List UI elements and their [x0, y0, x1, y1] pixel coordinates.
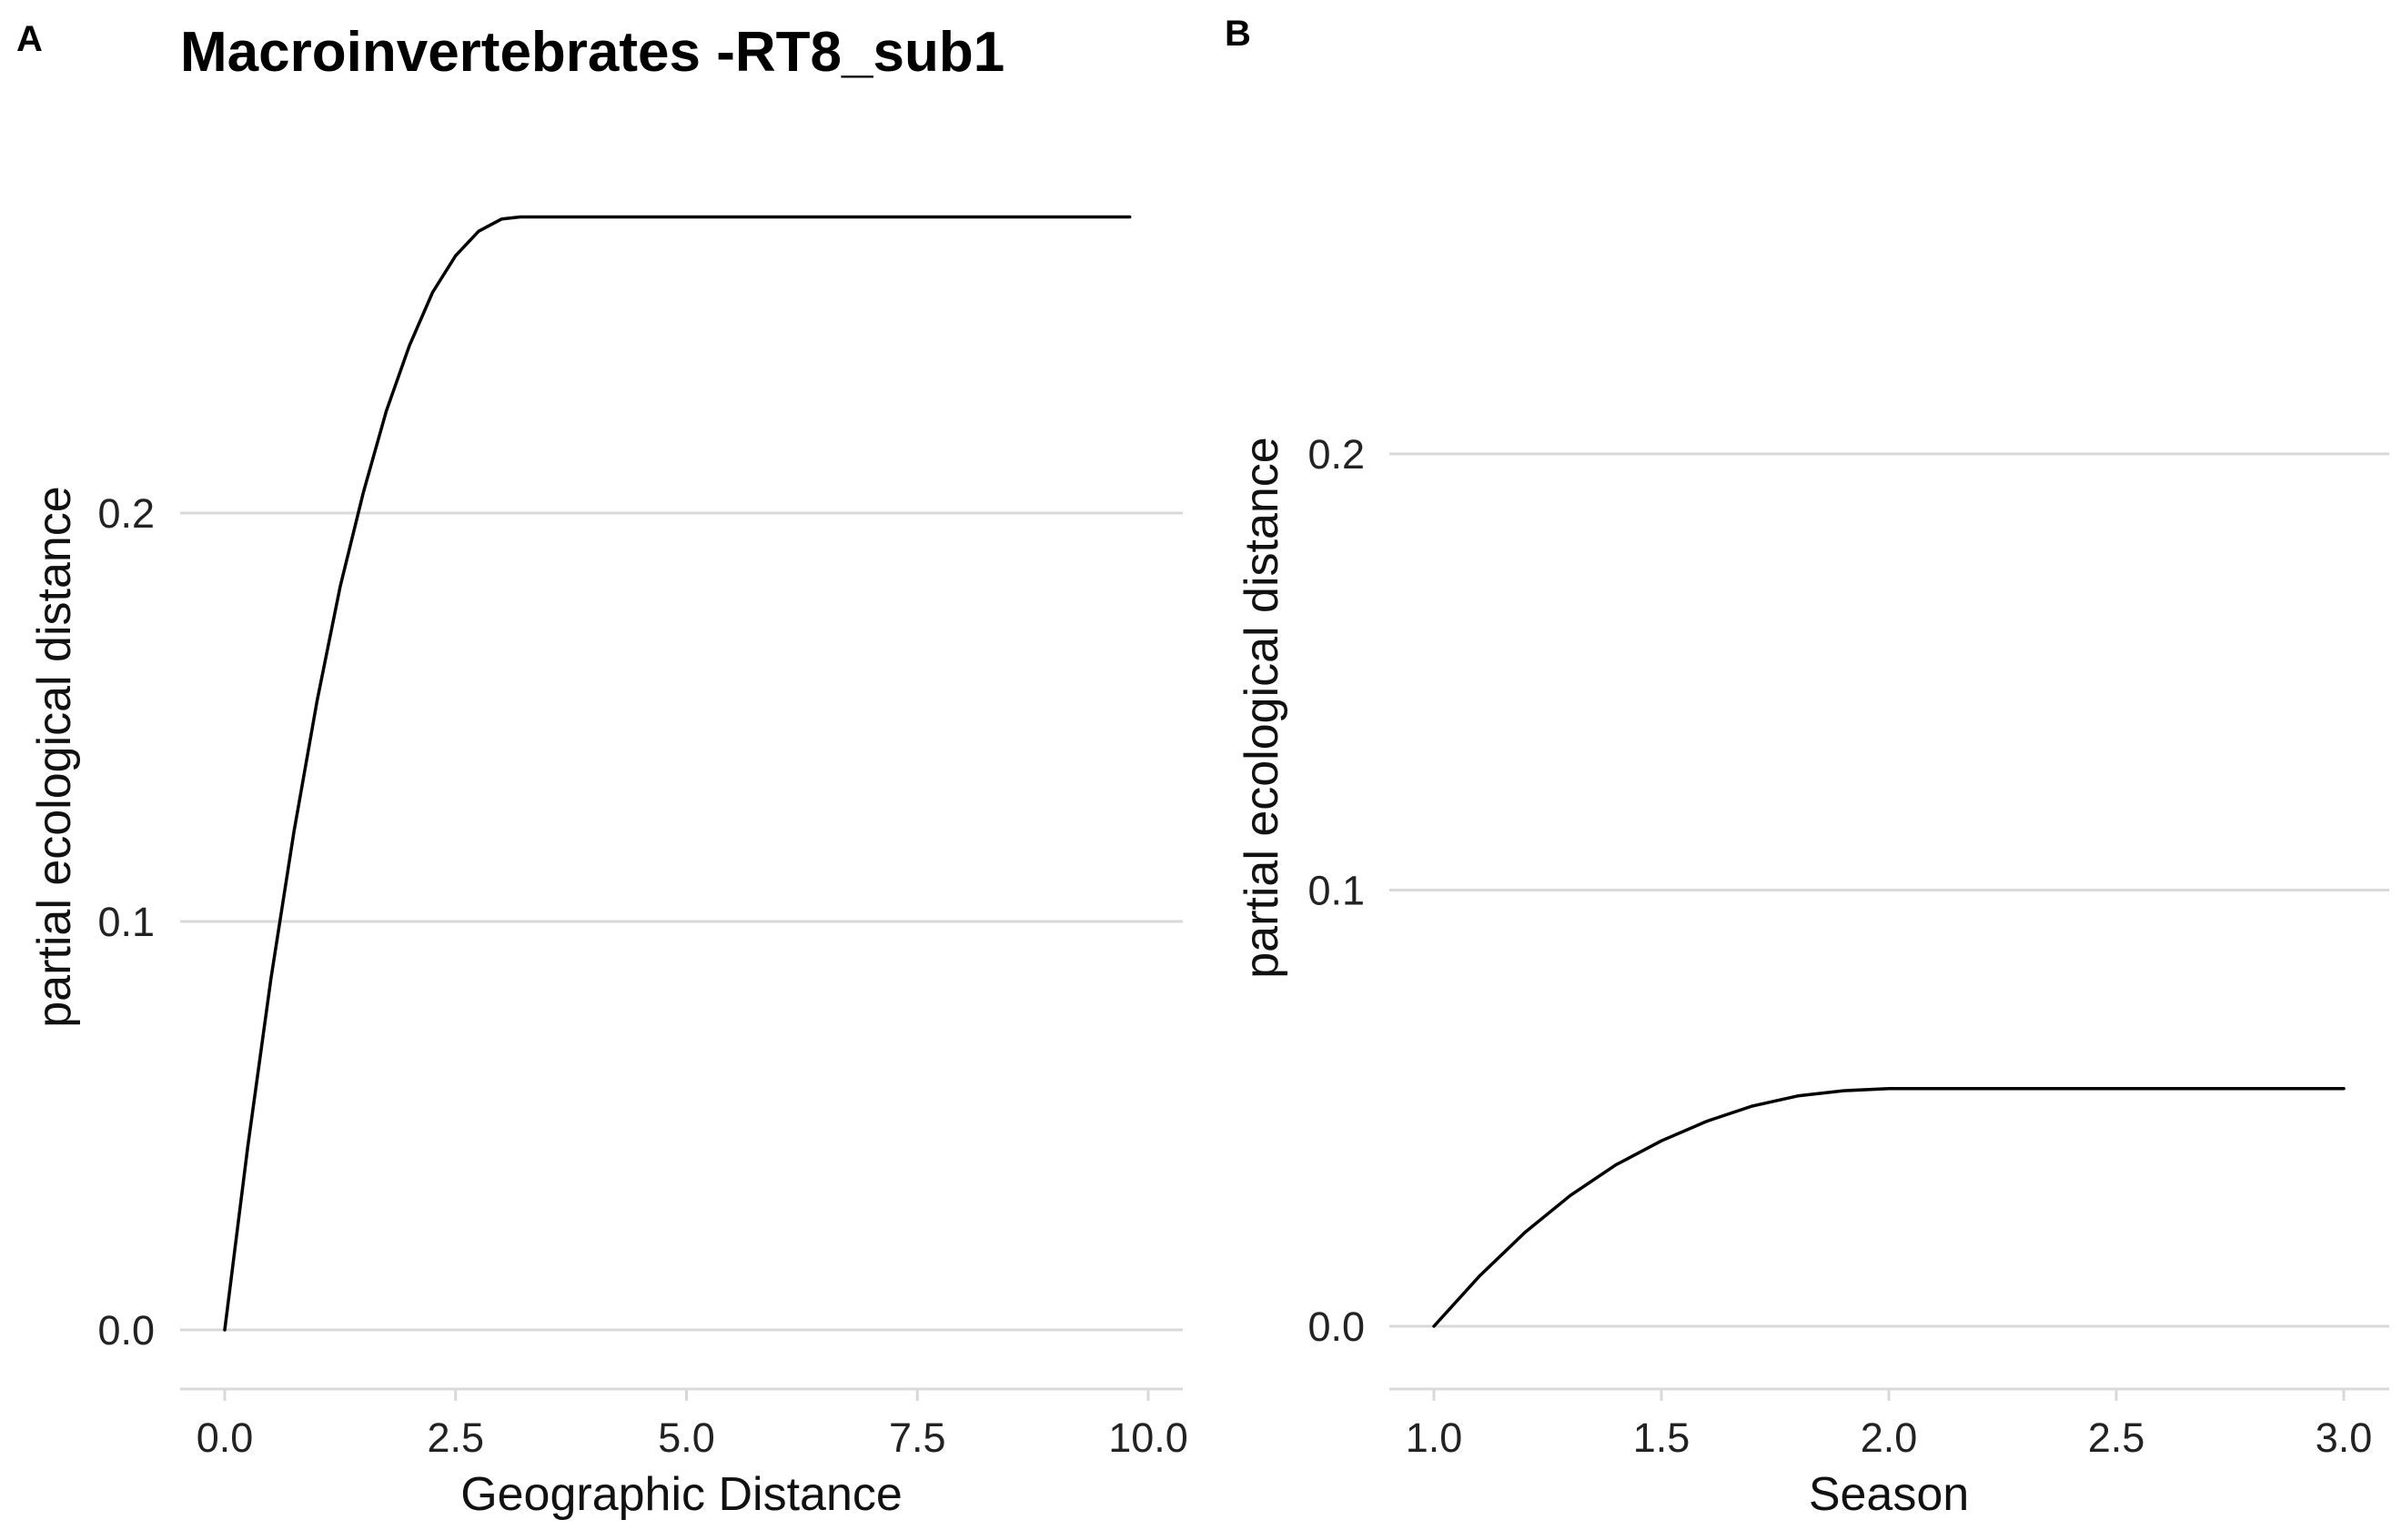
panel-b-x-tick-label: 3.0 — [2316, 1414, 2373, 1461]
panel-a-x-tick-label: 0.0 — [197, 1414, 254, 1461]
plot-title: Macroinvertebrates -RT8_sub1 — [180, 21, 1004, 84]
panel-b-y-tick-label: 0.2 — [1307, 431, 1365, 478]
panel-a-y-tick-label: 0.2 — [97, 490, 155, 537]
panel-b-x-axis-title: Season — [1809, 1468, 1969, 1521]
panel-a-series-line — [223, 215, 1132, 1332]
panel-b-y-tick-label: 0.0 — [1307, 1303, 1365, 1350]
panel-a-x-axis-title: Geographic Distance — [460, 1468, 903, 1521]
panel-a-y-axis-title: partial ecological distance — [28, 486, 81, 1027]
panel-b-x-tick-label: 1.0 — [1406, 1414, 1463, 1461]
panel-b-x-tick-label: 2.0 — [1861, 1414, 1918, 1461]
panel-b-gridlines — [1389, 452, 2389, 1328]
panel-a: A Macroinvertebrates -RT8_sub1 0.0 2.5 5.0… — [16, 19, 1188, 1521]
panel-b-x-tick-label: 1.5 — [1633, 1414, 1690, 1461]
panel-a-label: A — [16, 19, 43, 59]
panel-b-x-tick-label: 2.5 — [2088, 1414, 2145, 1461]
panel-a-x-tick-label: 7.5 — [889, 1414, 946, 1461]
panel-b-label: B — [1225, 14, 1251, 54]
panel-a-y-tick-label: 0.0 — [97, 1307, 155, 1354]
panel-a-y-tick-label: 0.1 — [97, 899, 155, 945]
panel-b: B 1.0 1.5 2.0 2.5 3.0 0.0 0.1 0.2 Season parti… — [1225, 14, 2389, 1521]
panel-a-x-tick-label: 10.0 — [1108, 1414, 1188, 1461]
panel-a-gridlines — [180, 511, 1183, 1332]
panel-b-y-tick-label: 0.1 — [1307, 868, 1365, 914]
panel-a-y-ticks: 0.0 0.1 0.2 — [97, 490, 155, 1354]
panel-b-y-ticks: 0.0 0.1 0.2 — [1307, 431, 1365, 1350]
panel-b-y-axis-title: partial ecological distance — [1236, 437, 1288, 978]
panel-a-x-tick-label: 5.0 — [658, 1414, 715, 1461]
panel-b-series-line — [1432, 1086, 2346, 1328]
panel-b-x-ticks: 1.0 1.5 2.0 2.5 3.0 — [1406, 1389, 2373, 1461]
panel-a-x-ticks: 0.0 2.5 5.0 7.5 10.0 — [197, 1389, 1188, 1461]
panel-a-x-tick-label: 2.5 — [427, 1414, 484, 1461]
